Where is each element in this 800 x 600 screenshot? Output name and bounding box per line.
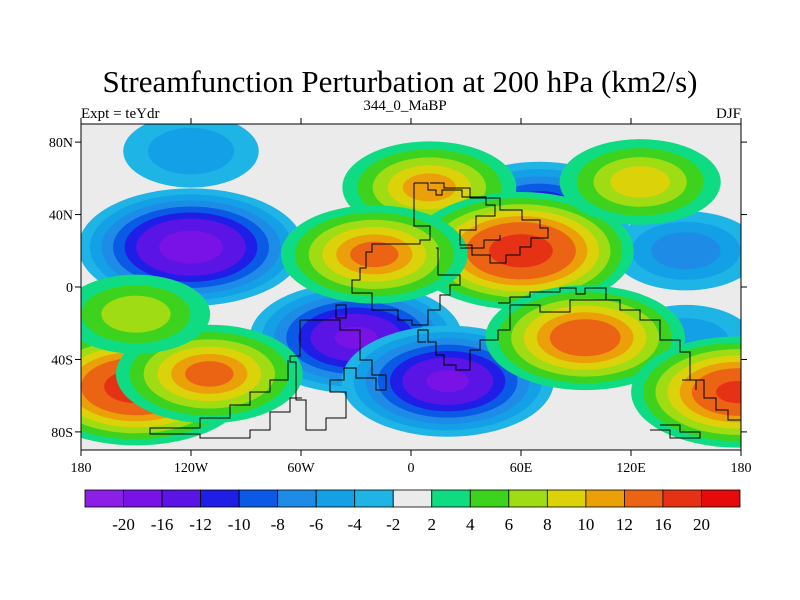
colorbar-box (84, 489, 124, 508)
contour-level-13-6 (716, 380, 741, 404)
contour-map (80, 123, 742, 451)
contour-level-4-1 (147, 127, 235, 175)
map-axes: 180 120W 60W 0 60E 120E 180 80N 40N 0 40S 80S (49, 118, 752, 476)
contour-level-12-5 (185, 361, 234, 387)
x-tick-label: 120W (174, 461, 209, 476)
contour-level-15-2 (101, 295, 171, 333)
x-tick-label: 60W (287, 461, 315, 476)
colorbar-label: 20 (693, 515, 710, 534)
colorbar-box (508, 489, 548, 508)
colorbar-box (662, 489, 702, 508)
y-tick-label: 40N (49, 209, 73, 224)
contour-level-2-6 (426, 370, 469, 393)
colorbar-label: 10 (577, 515, 594, 534)
x-tick-label: 180 (71, 461, 92, 476)
chart-title: Streamfunction Perturbation at 200 hPa (… (103, 64, 698, 99)
contour-level-9-5 (350, 241, 399, 268)
colorbar-box (431, 489, 471, 508)
colorbar-box (161, 489, 201, 508)
colorbar-label: -20 (112, 515, 135, 534)
colorbar-label: 6 (505, 515, 514, 534)
colorbar-box (701, 489, 741, 508)
colorbar-label: 12 (616, 515, 633, 534)
contour-level-7-4 (402, 173, 456, 202)
contour-level-0-6 (159, 230, 223, 264)
colorbar-label: 16 (654, 515, 671, 534)
x-tick-label: 120E (616, 461, 646, 476)
y-tick-label: 40S (51, 353, 73, 368)
contour-level-14-3 (610, 166, 670, 198)
colorbar-box (277, 489, 317, 508)
colorbar-box (123, 489, 163, 508)
contour-level-10-5 (549, 319, 621, 357)
colorbar-label: 2 (428, 515, 437, 534)
colorbar-label: 4 (466, 515, 475, 534)
colorbar-label: -2 (386, 515, 400, 534)
colorbar-box (624, 489, 664, 508)
y-tick-label: 0 (66, 281, 73, 296)
contour-level-1-6 (334, 326, 378, 349)
colorbar-box (200, 489, 240, 508)
contour-level-8-6 (489, 234, 553, 268)
experiment-label: Expt = teYdr (81, 106, 159, 122)
colorbar-label: -8 (271, 515, 285, 534)
coastline (149, 182, 741, 439)
colorbar: -20 -16 -12 -10 -8 -6 -4 -2 2 4 6 8 10 12 16 20 (84, 489, 741, 534)
colorbar-box (469, 489, 510, 508)
colorbar-label: -6 (309, 515, 323, 534)
y-tick-label: 80S (51, 426, 73, 441)
colorbar-box (546, 489, 587, 508)
x-tick-label: 180 (731, 461, 752, 476)
contour-level-5-2 (651, 232, 721, 270)
colorbar-label: 8 (543, 515, 552, 534)
colorbar-label: -16 (151, 515, 174, 534)
colorbar-label: -4 (348, 515, 363, 534)
colorbar-box (392, 489, 433, 508)
time-label: 344_0_MaBP (363, 98, 446, 114)
x-tick-label: 0 (408, 461, 415, 476)
season-label: DJF (716, 106, 741, 122)
colorbar-label: -12 (189, 515, 212, 534)
x-tick-label: 60E (510, 461, 533, 476)
y-tick-label: 80N (49, 136, 73, 151)
colorbar-box (585, 489, 625, 508)
colorbar-label: -10 (228, 515, 251, 534)
colorbar-box (238, 489, 279, 508)
colorbar-box (354, 489, 394, 508)
colorbar-box (315, 489, 356, 508)
